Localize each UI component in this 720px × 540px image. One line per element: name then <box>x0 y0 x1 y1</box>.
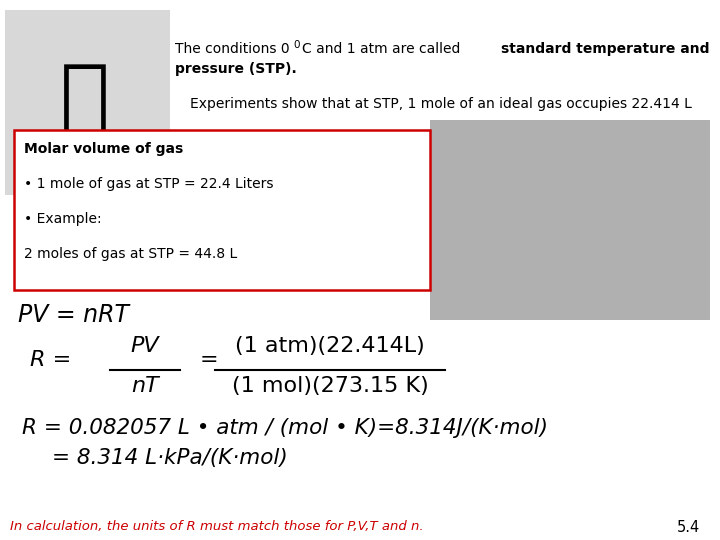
Text: In calculation, the units of R must match those for P,V,T and n.: In calculation, the units of R must matc… <box>10 520 423 533</box>
Text: Experiments show that at STP, 1 mole of an ideal gas occupies 22.414 L: Experiments show that at STP, 1 mole of … <box>190 97 692 111</box>
Text: (1 mol)(273.15 K): (1 mol)(273.15 K) <box>232 376 428 396</box>
Text: PV: PV <box>131 336 159 356</box>
Text: Molar volume of gas: Molar volume of gas <box>24 142 184 156</box>
Text: = 8.314 L·kPa/(K·mol): = 8.314 L·kPa/(K·mol) <box>52 448 288 468</box>
Text: R = 0.082057 L • atm / (mol • K)=8.314J/(K·mol): R = 0.082057 L • atm / (mol • K)=8.314J/… <box>22 418 548 438</box>
Text: 5.4: 5.4 <box>677 520 700 535</box>
Bar <box>14 130 430 290</box>
Text: 0: 0 <box>293 40 300 50</box>
Text: R =: R = <box>30 350 71 370</box>
Bar <box>430 120 710 320</box>
Bar <box>5 10 170 195</box>
Text: • 1 mole of gas at STP = 22.4 Liters: • 1 mole of gas at STP = 22.4 Liters <box>24 177 274 191</box>
Text: 2 moles of gas at STP = 44.8 L: 2 moles of gas at STP = 44.8 L <box>24 247 238 261</box>
Text: pressure (STP).: pressure (STP). <box>175 62 297 76</box>
Text: PV = nRT: PV = nRT <box>18 303 129 327</box>
Text: • Example:: • Example: <box>24 212 102 226</box>
Text: (1 atm)(22.414L): (1 atm)(22.414L) <box>235 336 425 356</box>
Text: nT: nT <box>131 376 159 396</box>
Text: C and 1 atm are called: C and 1 atm are called <box>302 42 464 56</box>
Text: standard temperature and: standard temperature and <box>501 42 709 56</box>
Text: 👨: 👨 <box>60 59 110 140</box>
Text: The conditions 0: The conditions 0 <box>175 42 294 56</box>
Text: =: = <box>200 350 219 370</box>
